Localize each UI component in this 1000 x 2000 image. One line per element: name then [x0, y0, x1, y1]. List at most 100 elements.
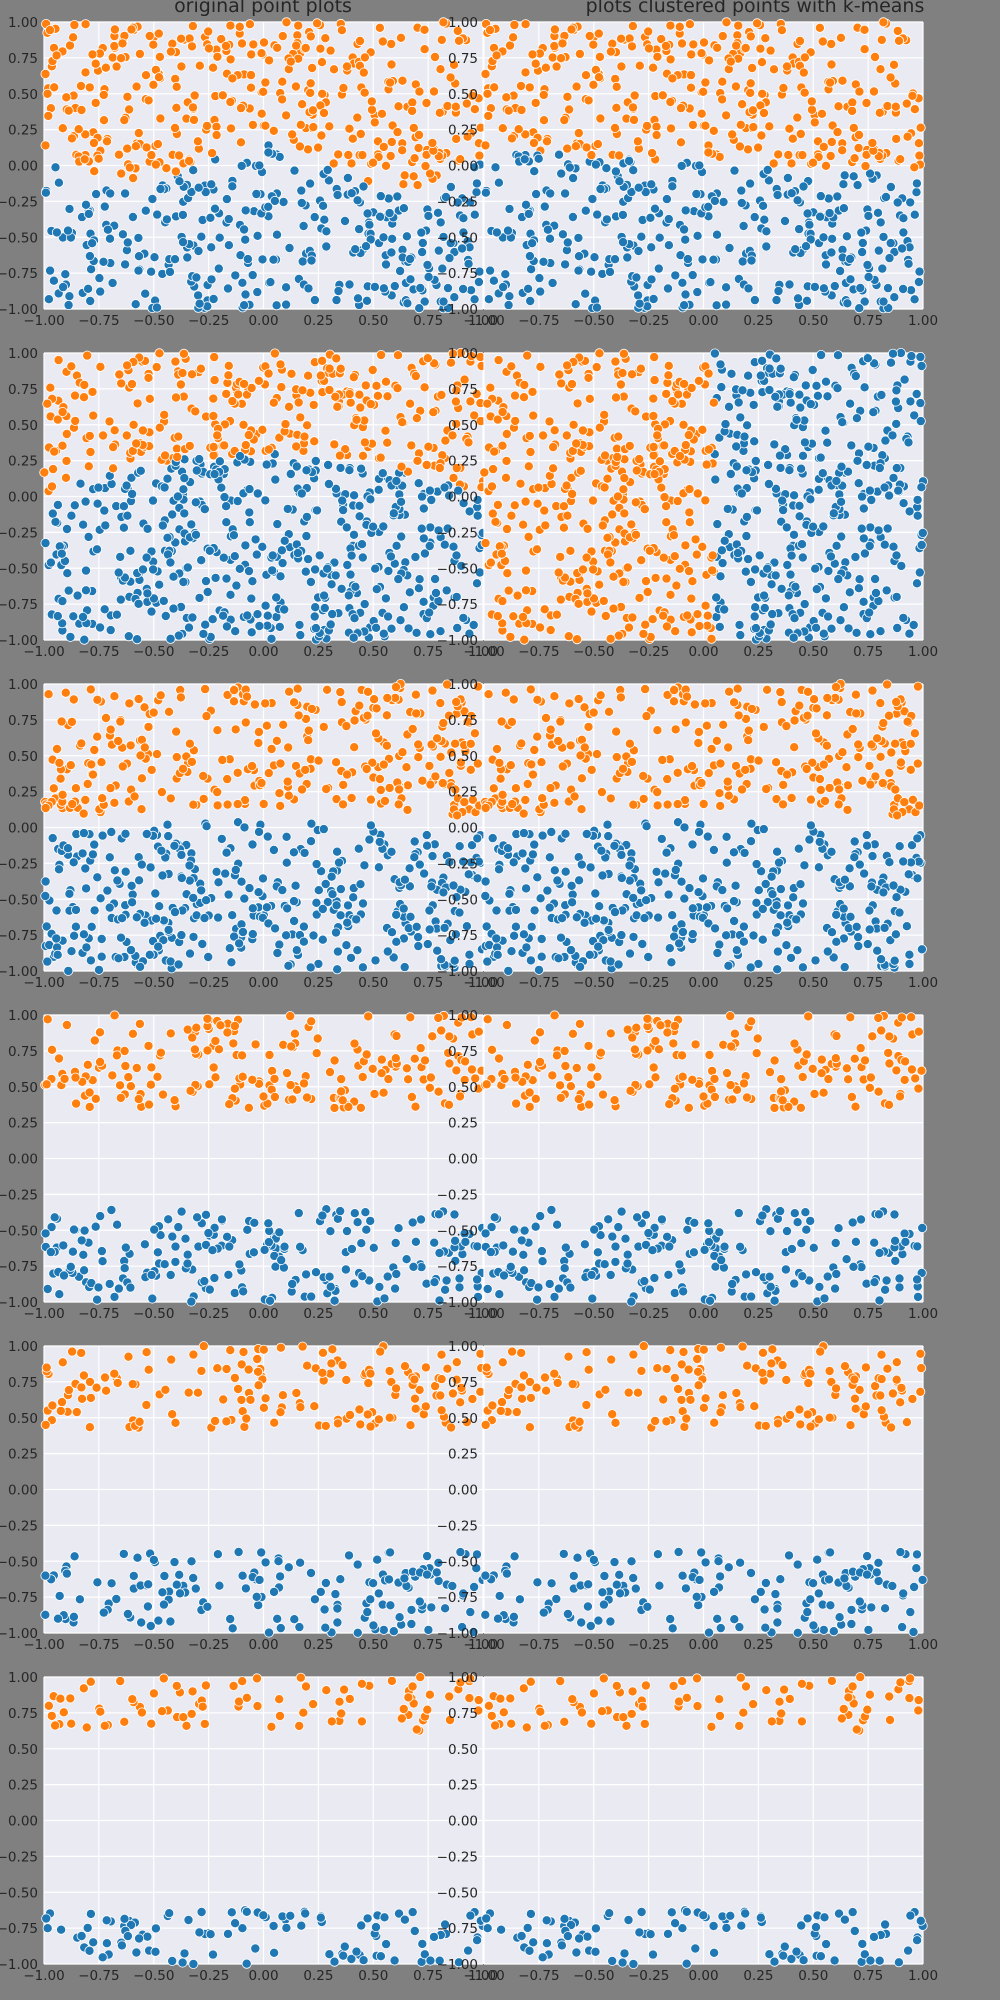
- point-cluster-1: [795, 36, 806, 47]
- point-cluster-1: [150, 159, 161, 170]
- point-cluster-1: [357, 150, 368, 161]
- point-cluster-0: [906, 351, 917, 362]
- point-cluster-1: [407, 97, 418, 108]
- point-cluster-1: [901, 98, 912, 109]
- point-cluster-1: [500, 472, 511, 483]
- point-cluster-0: [736, 185, 747, 196]
- point-cluster-1: [485, 557, 496, 568]
- point-cluster-0: [859, 382, 870, 393]
- point-cluster-1: [538, 430, 549, 441]
- point-cluster-1: [565, 740, 576, 751]
- point-cluster-0: [789, 490, 800, 501]
- point-cluster-1: [801, 764, 812, 775]
- point-cluster-0: [200, 1209, 211, 1220]
- point-cluster-0: [464, 949, 475, 960]
- point-cluster-0: [776, 583, 787, 594]
- point-cluster-1: [448, 59, 459, 70]
- point-cluster-1: [501, 455, 512, 466]
- point-cluster-0: [386, 927, 397, 938]
- point-cluster-1: [393, 101, 404, 112]
- point-cluster-0: [352, 293, 363, 304]
- point-cluster-1: [97, 793, 108, 804]
- point-cluster-0: [242, 610, 253, 621]
- point-cluster-1: [525, 684, 536, 695]
- point-cluster-0: [419, 296, 430, 307]
- point-cluster-1: [909, 728, 920, 739]
- point-cluster-1: [853, 752, 864, 763]
- point-cluster-1: [549, 797, 560, 808]
- point-cluster-1: [528, 769, 539, 780]
- point-cluster-0: [352, 195, 363, 206]
- point-cluster-0: [491, 933, 502, 944]
- point-cluster-0: [786, 952, 797, 963]
- point-cluster-0: [164, 266, 175, 277]
- point-cluster-1: [379, 796, 390, 807]
- point-cluster-1: [203, 43, 214, 54]
- point-cluster-0: [909, 209, 920, 220]
- point-cluster-1: [113, 736, 124, 747]
- point-cluster-1: [826, 59, 837, 70]
- point-cluster-0: [873, 525, 884, 536]
- point-cluster-0: [807, 364, 818, 375]
- point-cluster-1: [539, 604, 550, 615]
- x-tick-label: −0.50: [133, 975, 174, 991]
- point-cluster-1: [501, 524, 512, 535]
- point-cluster-0: [186, 519, 197, 530]
- x-tick-label: 0.25: [303, 644, 333, 660]
- point-cluster-1: [122, 143, 133, 154]
- point-cluster-1: [436, 34, 447, 45]
- point-cluster-0: [894, 907, 905, 918]
- point-cluster-1: [610, 123, 621, 134]
- y-tick-label: 1.00: [448, 15, 478, 31]
- point-cluster-1: [884, 768, 895, 779]
- point-cluster-0: [176, 849, 187, 860]
- point-cluster-1: [658, 610, 669, 621]
- point-cluster-1: [109, 24, 120, 35]
- point-cluster-0: [196, 231, 207, 242]
- point-cluster-0: [421, 830, 432, 841]
- point-cluster-0: [857, 237, 868, 248]
- point-cluster-0: [148, 564, 159, 575]
- point-cluster-1: [65, 760, 76, 771]
- point-cluster-1: [718, 719, 729, 730]
- point-cluster-0: [64, 888, 75, 899]
- point-cluster-0: [282, 503, 293, 514]
- point-cluster-0: [230, 270, 241, 281]
- point-cluster-1: [510, 415, 521, 426]
- point-cluster-0: [92, 498, 103, 509]
- point-cluster-1: [758, 721, 769, 732]
- point-cluster-0: [784, 389, 795, 400]
- point-cluster-1: [648, 62, 659, 73]
- point-cluster-1: [747, 63, 758, 74]
- point-cluster-0: [451, 550, 462, 561]
- point-cluster-0: [829, 281, 840, 292]
- point-cluster-1: [528, 137, 539, 148]
- point-cluster-1: [909, 104, 920, 115]
- point-cluster-1: [385, 77, 396, 88]
- point-cluster-0: [214, 456, 225, 467]
- point-cluster-0: [677, 277, 688, 288]
- point-cluster-0: [535, 893, 546, 904]
- point-cluster-0: [793, 293, 804, 304]
- point-cluster-0: [904, 959, 915, 970]
- y-tick-label: 0.25: [448, 785, 478, 801]
- point-cluster-0: [493, 177, 504, 188]
- point-cluster-1: [488, 464, 499, 475]
- point-cluster-0: [805, 820, 816, 831]
- point-cluster-0: [596, 845, 607, 856]
- point-cluster-0: [884, 490, 895, 501]
- point-cluster-1: [187, 102, 198, 113]
- point-cluster-1: [272, 42, 283, 53]
- point-cluster-1: [209, 375, 220, 386]
- point-cluster-0: [746, 836, 757, 847]
- point-cluster-1: [506, 361, 517, 372]
- point-cluster-1: [584, 30, 595, 41]
- point-cluster-1: [515, 478, 526, 489]
- point-cluster-1: [746, 703, 757, 714]
- point-cluster-0: [429, 1277, 440, 1288]
- point-cluster-1: [154, 51, 165, 62]
- y-tick-label: 0.00: [448, 821, 478, 837]
- point-cluster-1: [807, 104, 818, 115]
- point-cluster-0: [811, 380, 822, 391]
- point-cluster-0: [712, 519, 723, 530]
